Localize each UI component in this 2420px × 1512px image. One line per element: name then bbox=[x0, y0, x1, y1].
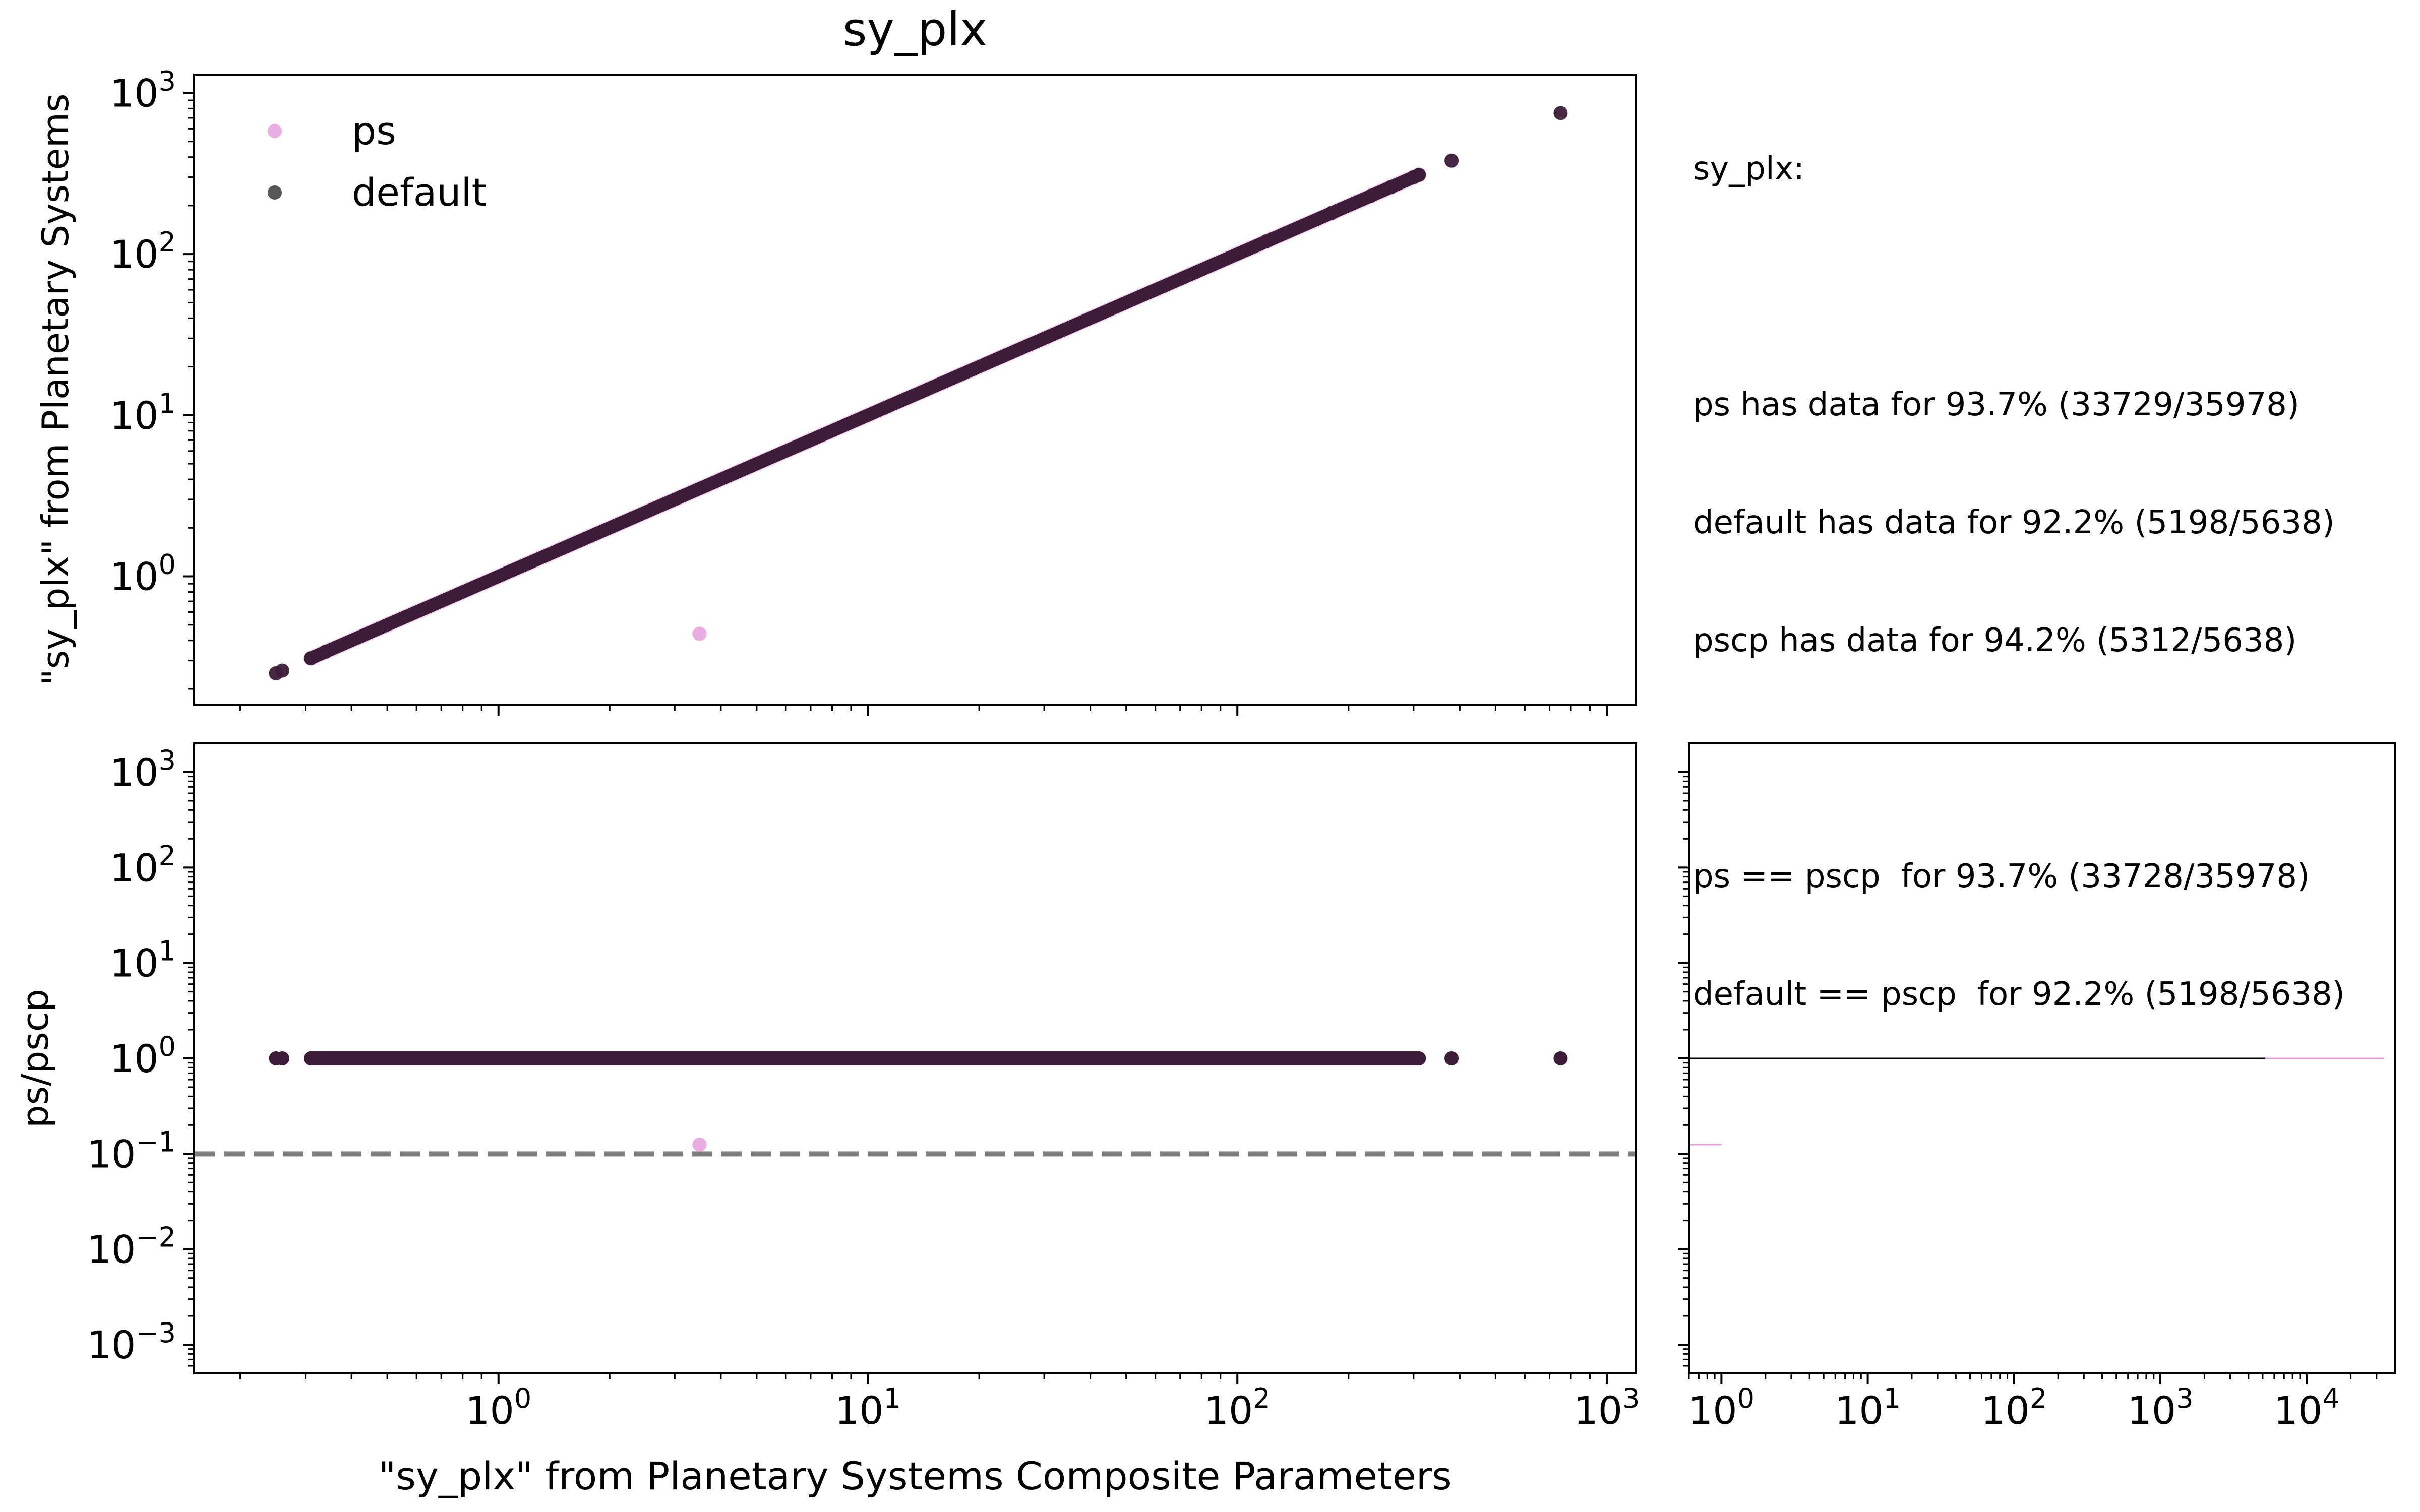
y-tick-label: 10−2 bbox=[87, 1222, 176, 1272]
legend: ps default bbox=[268, 108, 487, 215]
top-data-marks bbox=[269, 106, 1568, 681]
default-point bbox=[1324, 206, 1339, 220]
x-tick-label: 101 bbox=[1835, 1382, 1901, 1433]
default-point bbox=[275, 1051, 290, 1065]
default-point bbox=[1383, 1051, 1398, 1065]
default-point bbox=[1412, 168, 1426, 182]
legend-label: default bbox=[352, 170, 487, 215]
y-tick-label: 103 bbox=[110, 744, 176, 795]
y-tick-label: 100 bbox=[110, 549, 176, 599]
y-tick-label: 102 bbox=[110, 226, 176, 277]
y-tick-label: 101 bbox=[110, 388, 176, 438]
default-point bbox=[275, 663, 290, 678]
bottom-y-axis-label: ps/pscp bbox=[14, 989, 56, 1128]
legend-marker bbox=[268, 124, 282, 138]
top-y-axis-label: "sy_plx" from Planetary Systems bbox=[34, 94, 77, 686]
default-point bbox=[1444, 1051, 1459, 1065]
stats-line: default has data for 92.2% (5198/5638) bbox=[1693, 504, 2335, 541]
stats-text-block: sy_plx: ps has data for 93.7% (33729/359… bbox=[1693, 71, 2345, 1053]
x-tick-label: 100 bbox=[1688, 1382, 1754, 1433]
y-tick-label: 100 bbox=[110, 1031, 176, 1081]
stats-spacer bbox=[1693, 739, 2345, 778]
bottom-data-marks bbox=[195, 1051, 1635, 1157]
stats-spacer bbox=[1693, 267, 2345, 306]
x-tick-label: 102 bbox=[1204, 1382, 1270, 1433]
x-tick-label: 100 bbox=[465, 1382, 531, 1433]
bottom-axis-ticks: 10−3 10−2 10−1 100 101 102 103 100 101 102 103 bbox=[87, 744, 1640, 1433]
stats-line: pscp has data for 94.2% (5312/5638) bbox=[1693, 622, 2297, 659]
top-axis-ticks: 100 101 102 103 bbox=[110, 65, 1608, 716]
ps-point bbox=[692, 626, 707, 641]
default-point bbox=[1259, 1051, 1274, 1065]
default-point bbox=[304, 1051, 318, 1065]
y-tick-label: 102 bbox=[110, 840, 176, 890]
ps-point bbox=[692, 1137, 707, 1152]
default-point bbox=[1259, 234, 1274, 248]
y-tick-label: 101 bbox=[110, 935, 176, 986]
default-point bbox=[1444, 153, 1459, 168]
stats-line: ps == pscp for 93.7% (33728/35978) bbox=[1693, 858, 2310, 895]
default-point bbox=[1553, 106, 1568, 120]
default-point bbox=[318, 645, 333, 659]
y-tick-label: 10−3 bbox=[87, 1317, 176, 1367]
histogram-axis-ticks: 100 101 102 103 104 bbox=[1678, 771, 2378, 1433]
default-point bbox=[1324, 1051, 1339, 1065]
right-histogram-panel: 100 101 102 103 104 bbox=[1678, 742, 2396, 1433]
chart-title: sy_plx bbox=[843, 3, 988, 56]
default-point bbox=[1364, 1051, 1378, 1065]
default-point bbox=[1553, 1051, 1568, 1065]
legend-marker bbox=[268, 185, 282, 200]
y-tick-label: 10−1 bbox=[87, 1126, 176, 1176]
default-point-band bbox=[304, 168, 1426, 665]
stats-line: ps has data for 93.7% (33729/35978) bbox=[1693, 386, 2300, 423]
default-point bbox=[1412, 1051, 1426, 1065]
bottom-ratio-panel: 10−3 10−2 10−1 100 101 102 103 100 101 102 103 ps/… bbox=[14, 742, 1640, 1498]
default-point bbox=[1383, 180, 1398, 195]
histogram-bars bbox=[1690, 1057, 2384, 1146]
stats-header: sy_plx: bbox=[1693, 150, 1805, 187]
default-point bbox=[304, 651, 318, 666]
x-tick-label: 103 bbox=[1574, 1382, 1640, 1433]
legend-label: ps bbox=[352, 108, 396, 153]
x-tick-label: 104 bbox=[2274, 1382, 2340, 1433]
y-tick-label: 103 bbox=[110, 65, 176, 115]
x-tick-label: 103 bbox=[2128, 1382, 2194, 1433]
default-point bbox=[1364, 188, 1378, 203]
x-axis-label: "sy_plx" from Planetary Systems Composit… bbox=[378, 1454, 1451, 1498]
top-scatter-panel: 100 101 102 103 sy_plx "sy_plx" from Planet… bbox=[34, 3, 1637, 716]
x-tick-label: 102 bbox=[1981, 1382, 2047, 1433]
stats-line: default == pscp for 92.2% (5198/5638) bbox=[1693, 976, 2345, 1013]
x-tick-label: 101 bbox=[835, 1382, 901, 1433]
